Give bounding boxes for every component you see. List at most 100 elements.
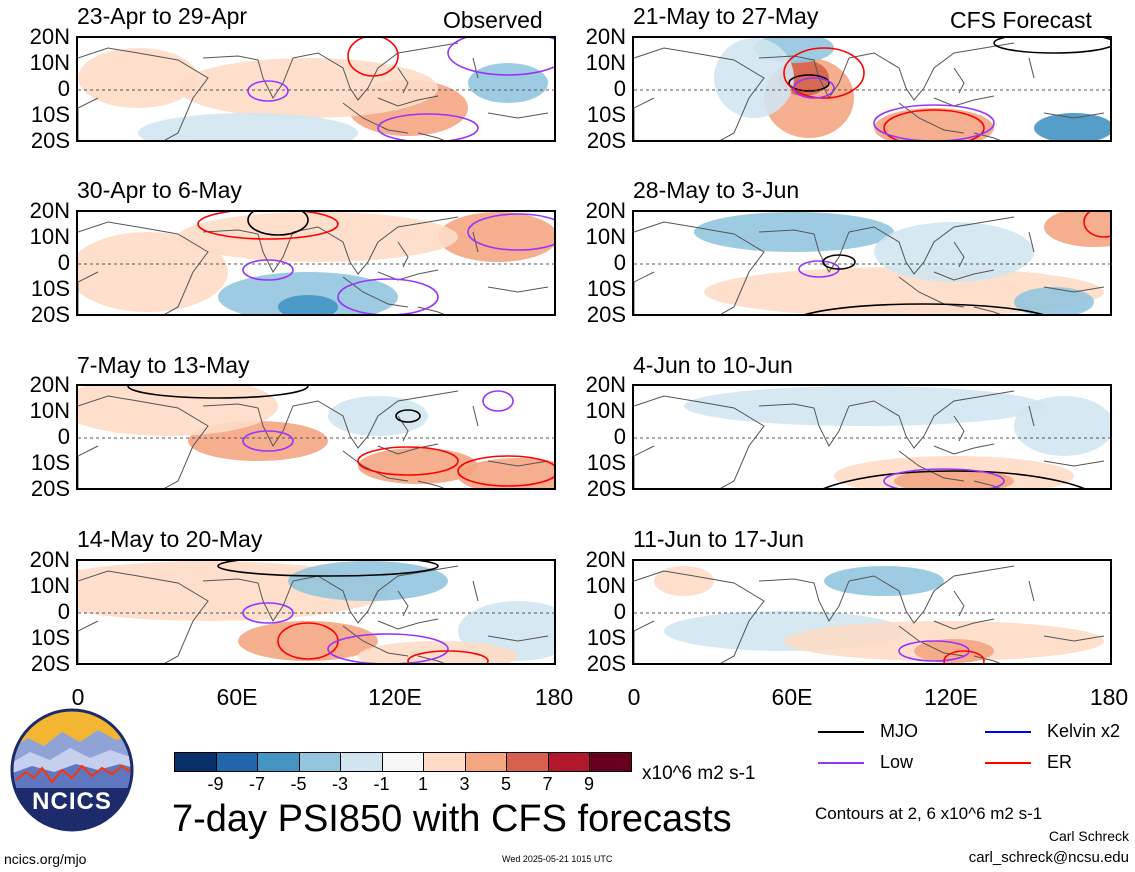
y-tick-label: 10N: [29, 224, 70, 249]
colorbar-swatch: [589, 752, 632, 772]
heatmap-panel: [632, 559, 1112, 665]
panel-title: 30-Apr to 6-May: [77, 177, 242, 203]
contour-line: [457, 455, 554, 487]
coastline: [487, 286, 549, 293]
heatmap-panel: [632, 210, 1112, 316]
contour-line: [197, 212, 339, 240]
y-tick-label: 20N: [585, 372, 626, 397]
anomaly-blob: [78, 232, 228, 312]
coastline: [417, 306, 445, 314]
coastline: [472, 57, 479, 79]
panel-title: 7-May to 13-May: [77, 352, 250, 378]
contour-line: [993, 38, 1110, 54]
contour-line: [242, 259, 294, 281]
contour-line: [804, 303, 1044, 314]
anomaly-blob: [714, 38, 794, 118]
coastline: [634, 47, 765, 140]
anomaly-blob: [874, 222, 1034, 282]
coastline: [953, 590, 965, 617]
contour-line: [242, 430, 294, 452]
contour-line: [217, 561, 439, 577]
anomaly-blob: [288, 561, 448, 601]
coastline: [1028, 57, 1035, 79]
legend-mjo-label: MJO: [880, 721, 918, 741]
heatmap-panel: [632, 384, 1112, 490]
panel-title: 21-May to 27-May: [633, 3, 819, 29]
y-tick-label: 10S: [586, 450, 626, 475]
colorbar-swatch: [423, 752, 466, 772]
heatmap-panel: [76, 559, 556, 665]
y-tick-label: 10N: [29, 573, 70, 598]
legend-low-label: Low: [880, 752, 914, 772]
coastline: [78, 620, 99, 663]
colorbar-label: 5: [500, 774, 511, 794]
coastline: [953, 67, 965, 94]
anomaly-blob: [1014, 396, 1110, 456]
y-tick-label: 10S: [586, 625, 626, 650]
coastline: [634, 221, 765, 314]
x-tick-label: 60E: [771, 684, 813, 710]
y-tick-label: 10S: [586, 276, 626, 301]
contour-line: [377, 113, 479, 140]
observed-label: Observed: [443, 7, 543, 33]
anomaly-blob: [218, 272, 398, 314]
colorbar-label: 7: [542, 774, 553, 794]
coastline: [634, 620, 655, 663]
heatmap-panel: [76, 384, 556, 490]
coastline: [202, 403, 294, 447]
colorbar-swatch: [381, 752, 424, 772]
author: Carl Schreck: [1048, 828, 1129, 844]
y-tick-label: 20N: [29, 547, 70, 572]
y-tick-label: 10S: [30, 450, 70, 475]
legend-er-label: ER: [1047, 752, 1073, 772]
x-tick-label: 120E: [924, 684, 978, 710]
coastline: [758, 403, 850, 447]
colorbar-swatch: [298, 752, 341, 772]
coastline: [342, 625, 409, 657]
coastline: [342, 102, 409, 134]
timestamp: Wed 2025-05-21 1015 UTC: [502, 854, 613, 864]
coastline: [1028, 231, 1035, 253]
y-tick-label: 0: [613, 424, 626, 449]
heatmap-panel: [76, 210, 556, 316]
colorbar-label: 9: [583, 774, 594, 794]
anomaly-blob: [684, 386, 1044, 426]
anomaly-blob: [78, 48, 198, 108]
colorbar-swatch: [464, 752, 507, 772]
coastline: [933, 443, 995, 455]
anomaly-blob: [1014, 287, 1094, 314]
site-url: ncics.org/mjo: [4, 851, 87, 867]
coastline: [1043, 635, 1105, 642]
coastline: [933, 95, 995, 107]
main-title: 7-day PSI850 with CFS forecasts: [172, 798, 732, 840]
anomaly-blob: [914, 639, 994, 663]
coastline: [848, 216, 1015, 275]
coastline: [292, 565, 459, 624]
coastline: [78, 97, 99, 140]
coastline: [1043, 460, 1105, 467]
anomaly-blob: [1034, 113, 1110, 140]
coastline: [377, 269, 439, 281]
coastline: [472, 405, 479, 427]
colorbar-swatch: [257, 752, 300, 772]
coastline: [487, 112, 549, 119]
y-tick-label: 20S: [586, 302, 626, 327]
anomaly-blob: [278, 295, 338, 314]
contour-line: [883, 109, 985, 140]
x-tick-label: 180: [1089, 684, 1129, 710]
x-tick-label: 0: [71, 684, 85, 710]
coastline: [1028, 405, 1035, 427]
colorbar-swatch: [215, 752, 258, 772]
coastline: [78, 221, 209, 314]
coastline: [202, 578, 294, 622]
colorbar-swatch: [340, 752, 383, 772]
legend-low-line: [818, 762, 864, 764]
panel-title: 11-Jun to 17-Jun: [633, 526, 804, 552]
forecast-label: CFS Forecast: [950, 7, 1092, 33]
coastline: [417, 655, 445, 663]
coastline: [933, 618, 995, 630]
y-tick-label: 0: [57, 424, 70, 449]
x-tick-label: 60E: [216, 684, 258, 710]
heatmap-panel: [76, 36, 556, 142]
y-tick-label: 10N: [585, 50, 626, 75]
